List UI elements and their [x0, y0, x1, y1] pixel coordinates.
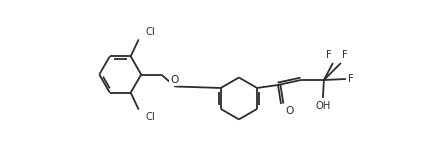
Text: F: F	[343, 50, 348, 60]
Text: OH: OH	[315, 101, 331, 111]
Text: Cl: Cl	[145, 27, 155, 37]
Text: F: F	[326, 50, 332, 60]
Text: F: F	[348, 74, 354, 84]
Text: O: O	[170, 75, 178, 85]
Text: O: O	[285, 106, 294, 115]
Text: Cl: Cl	[145, 112, 155, 122]
